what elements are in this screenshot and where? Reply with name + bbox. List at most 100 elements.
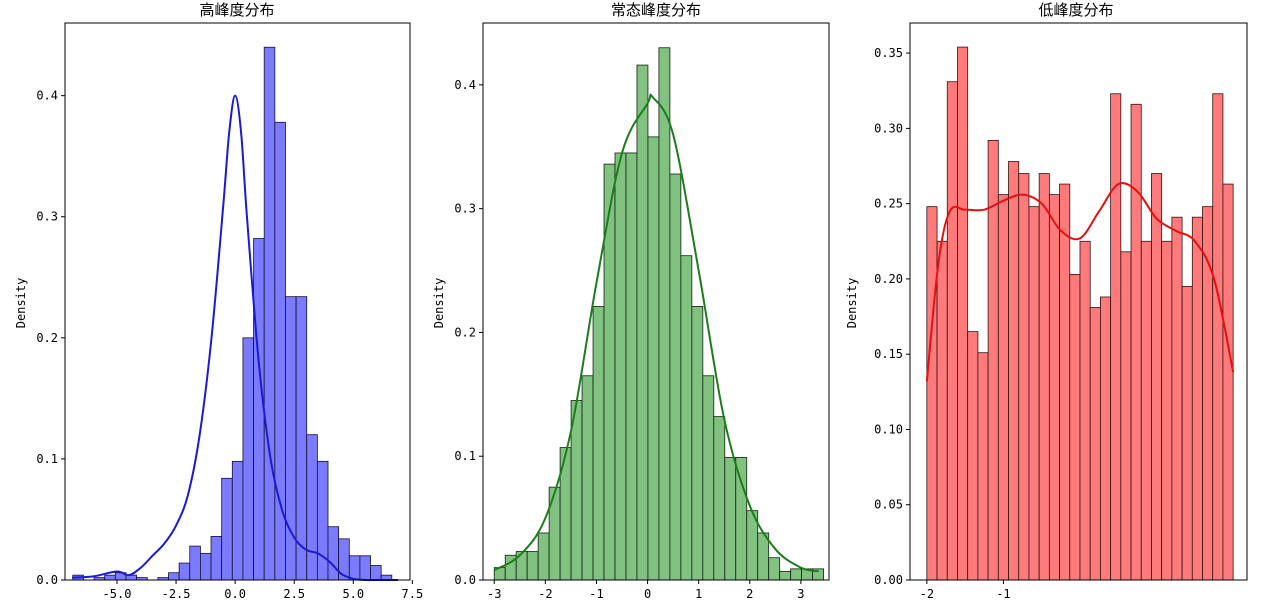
histogram-bar	[997, 194, 1009, 581]
histogram-bar	[263, 46, 276, 581]
kde-line	[925, 182, 1235, 382]
kde-line	[72, 94, 399, 582]
x-tick-label: -1	[589, 587, 603, 601]
y-tick-label: 0.1	[454, 449, 476, 463]
x-tick-label: 3	[797, 587, 804, 601]
histogram-bar	[680, 255, 693, 581]
x-tick-label: -2	[920, 587, 934, 601]
histogram-bar	[936, 240, 948, 581]
plot-area: -2 -1 0.00 0.05 0.10 0.15 0.20 0.25 0.30 0.35	[874, 22, 1248, 601]
subplot-high-kurtosis: 高峰度分布 Density -5.0 -2.5 0.0 2.5 5.0 7.5 0.0 0.1…	[14, 1, 423, 601]
y-tick-label: 0.35	[874, 46, 903, 60]
y-tick-label: 0.10	[874, 422, 903, 436]
y-tick-label: 0.0	[454, 573, 476, 587]
y-tick-label: 0.0	[36, 573, 58, 587]
histogram-bar	[348, 555, 361, 581]
histogram-bar	[581, 375, 594, 581]
histogram-bar	[1151, 173, 1163, 581]
histogram-bar	[779, 570, 792, 581]
histogram-bar	[946, 81, 958, 581]
kde-line	[493, 93, 819, 573]
histogram-bar	[104, 574, 116, 581]
axes-frame	[909, 22, 1248, 581]
histogram-bar	[1110, 93, 1122, 581]
histogram-bar	[702, 375, 715, 581]
histogram-bar	[537, 532, 550, 581]
plot-area: -5.0 -2.5 0.0 2.5 5.0 7.5 0.0 0.1 0.2 0.3 0.4	[36, 22, 423, 601]
histogram-bar	[1222, 183, 1234, 581]
histogram-bar	[735, 457, 748, 581]
x-tick-label: 0.0	[224, 587, 246, 601]
x-tick-label: -2.5	[162, 587, 191, 601]
axes-frame	[64, 22, 411, 581]
histogram-bar	[636, 64, 649, 581]
y-tick-label: 0.00	[874, 573, 903, 587]
histogram-bar	[1079, 240, 1091, 581]
y-tick-label: 0.05	[874, 498, 903, 512]
histogram-bar	[178, 562, 191, 581]
plot-area: -3 -2 -1 0 1 2 3 0.0 0.1 0.2 0.3 0.4	[454, 22, 830, 601]
histogram-bar	[327, 526, 340, 581]
y-tick-label: 0.4	[36, 89, 58, 103]
histogram-bar	[221, 477, 233, 581]
x-tick-label: 1	[695, 587, 702, 601]
histogram-bar	[1100, 296, 1112, 581]
histogram-bar	[1089, 307, 1101, 581]
histogram-bar	[274, 121, 286, 581]
y-tick-label: 0.2	[36, 331, 58, 345]
histogram-bar	[1120, 251, 1132, 581]
histogram-bar	[210, 536, 223, 581]
y-tick-label: 0.2	[454, 325, 476, 339]
histogram-bar	[669, 173, 682, 581]
histogram-bar	[768, 557, 781, 581]
histogram-bar	[242, 337, 254, 581]
histogram-bar	[1048, 194, 1060, 581]
x-tick-label: 0	[644, 587, 651, 601]
histogram-bar	[306, 434, 318, 581]
axes-frame	[482, 22, 830, 581]
x-tick-label: -2	[538, 587, 552, 601]
histogram-bar	[926, 206, 938, 581]
y-tick-label: 0.4	[454, 78, 476, 92]
histogram-bar	[790, 568, 803, 581]
histogram-bar	[370, 565, 382, 581]
y-tick-label: 0.3	[454, 202, 476, 216]
histogram-bar	[1028, 206, 1040, 581]
histogram-bar	[200, 552, 212, 581]
histogram-bar	[614, 152, 627, 581]
x-tick-label: 5.0	[342, 587, 364, 601]
x-tick-label: 2	[746, 587, 753, 601]
x-tick-label: -1	[996, 587, 1010, 601]
chart-title: 低峰度分布	[1038, 1, 1113, 19]
x-tick-label: 2.5	[283, 587, 305, 601]
histogram-bar	[1130, 103, 1142, 581]
histogram-bar	[168, 572, 180, 581]
histogram-bar	[359, 555, 371, 581]
subplot-normal-kurtosis: 常态峰度分布 Density -3 -2 -1 0 1 2 3 0.0 0.1 0.2 0.3 0.4	[432, 1, 830, 601]
histogram-bar	[967, 331, 979, 581]
histogram-bar	[592, 306, 605, 581]
histogram-bar	[295, 296, 308, 581]
y-tick-label: 0.20	[874, 272, 903, 286]
histogram-bar	[957, 46, 969, 581]
y-tick-label: 0.30	[874, 121, 903, 135]
chart-title: 高峰度分布	[199, 1, 274, 19]
histogram-bar	[625, 152, 638, 581]
histogram-bar	[757, 532, 770, 581]
histogram-bar	[1212, 93, 1224, 581]
histogram-bar	[713, 416, 726, 581]
y-tick-label: 0.1	[36, 452, 58, 466]
histogram-bar	[1161, 240, 1173, 581]
y-axis-label: Density	[845, 278, 859, 329]
histogram-bar	[1069, 274, 1081, 581]
histogram-bar	[189, 545, 201, 581]
histogram-bar	[647, 136, 660, 581]
chart-title: 常态峰度分布	[611, 1, 701, 19]
histogram-bar	[724, 457, 737, 581]
histogram-bar	[1038, 173, 1050, 581]
y-axis-label: Density	[432, 278, 446, 329]
histogram-bar	[1008, 161, 1020, 581]
histogram-bar	[1140, 240, 1152, 581]
x-tick-label: -3	[487, 587, 501, 601]
